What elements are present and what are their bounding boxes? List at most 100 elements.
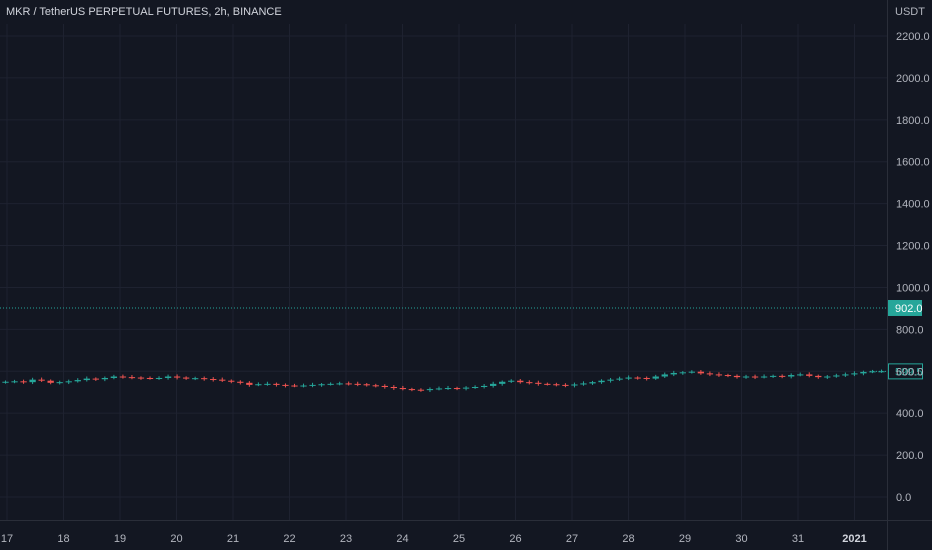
candle-body <box>508 380 515 382</box>
candle-body <box>499 381 506 384</box>
candle-body <box>327 383 334 385</box>
candle-body <box>634 377 641 379</box>
candle-body <box>20 381 27 383</box>
candle-body <box>92 378 99 380</box>
candle-body <box>607 379 614 381</box>
x-tick-label: 17 <box>1 533 13 545</box>
y-axis[interactable]: 2200.0 2000.0 1800.0 1600.0 1400.0 1200.0 1000… <box>896 31 930 504</box>
y-tick-label: 1600.0 <box>896 157 930 169</box>
candle-body <box>616 378 623 380</box>
x-tick-label: 20 <box>170 533 182 545</box>
y-tick-label: 1800.0 <box>896 115 930 127</box>
candle-body <box>336 383 343 385</box>
candle-body <box>273 383 280 385</box>
candle-body <box>733 375 741 378</box>
candle-body <box>363 384 370 386</box>
candle-body <box>517 380 524 383</box>
candle-body <box>372 385 379 387</box>
candle-body <box>291 385 298 387</box>
candle-body <box>435 388 443 390</box>
candle-body <box>182 377 190 379</box>
candles <box>2 369 885 393</box>
candle-body <box>74 380 81 382</box>
candle-body <box>255 384 262 386</box>
candle-body <box>426 389 434 391</box>
x-tick-label: 23 <box>340 533 352 545</box>
x-tick-label: 19 <box>114 533 126 545</box>
currency-label: USDT <box>895 6 925 18</box>
candle-body <box>282 384 289 386</box>
candle-body <box>598 380 605 383</box>
candle-body <box>706 373 714 375</box>
candle-body <box>110 376 118 378</box>
candle-body <box>191 378 199 380</box>
candle-body <box>797 374 804 376</box>
y-tick-label: 800.0 <box>896 324 924 336</box>
candle-body <box>769 375 777 377</box>
candle-body <box>453 388 461 390</box>
candle-body <box>815 375 822 378</box>
candle-body <box>2 381 9 383</box>
candle-body <box>580 383 587 385</box>
candle-body <box>237 381 244 383</box>
x-tick-label: 18 <box>57 533 69 545</box>
y-tick-label: 0.0 <box>896 492 911 504</box>
candle-body <box>824 376 831 378</box>
candle-body <box>11 381 18 383</box>
y-tick-label: 600.0 <box>896 366 924 378</box>
candle-body <box>56 382 63 384</box>
candle-body <box>562 384 569 386</box>
x-tick-label: 21 <box>227 533 239 545</box>
candle-body <box>724 375 732 377</box>
x-tick-label: 26 <box>509 533 521 545</box>
candle-body <box>137 377 145 379</box>
y-tick-label: 400.0 <box>896 408 924 420</box>
candle-body <box>38 379 45 381</box>
candle-body <box>806 374 813 376</box>
candle-body <box>264 383 271 385</box>
candle-body <box>869 371 876 373</box>
candle-body <box>318 384 325 386</box>
y-tick-label: 1200.0 <box>896 241 930 253</box>
x-axis[interactable]: 17 18 19 20 21 22 23 24 25 26 27 28 29 30 31 2021 <box>1 533 867 545</box>
y-tick-label: 1000.0 <box>896 282 930 294</box>
candle-body <box>29 379 36 383</box>
candle-body <box>715 374 723 376</box>
candle-body <box>670 372 677 375</box>
candle-body <box>833 375 840 377</box>
x-tick-label: 29 <box>679 533 691 545</box>
current-price-badge <box>888 363 923 380</box>
candle-body <box>47 380 54 383</box>
candle-body <box>860 371 867 374</box>
candle-body <box>652 376 659 379</box>
candle-body <box>462 387 470 389</box>
x-tick-label: 2021 <box>842 533 866 545</box>
candle-body <box>399 388 407 390</box>
x-tick-label: 24 <box>396 533 408 545</box>
candle-body <box>173 376 181 378</box>
candle-body <box>309 384 316 386</box>
candle-body <box>164 376 172 378</box>
x-tick-label: 27 <box>566 533 578 545</box>
candle-body <box>544 383 551 385</box>
x-tick-label: 31 <box>792 533 804 545</box>
candle-body <box>300 385 307 387</box>
candle-body <box>471 386 479 388</box>
candle-body <box>643 377 650 379</box>
candle-body <box>228 380 235 382</box>
candle-body <box>788 375 795 377</box>
y-tick-label: 200.0 <box>896 450 924 462</box>
marked-price-label: 902.0 <box>895 303 923 315</box>
candle-body <box>101 377 109 380</box>
candle-body <box>697 371 705 374</box>
candle-body <box>490 383 497 386</box>
y-tick-label: 2200.0 <box>896 31 930 43</box>
candle-body <box>742 376 750 378</box>
y-tick-label: 2000.0 <box>896 73 930 85</box>
candle-body <box>119 376 127 378</box>
candle-body <box>83 378 90 381</box>
candle-body <box>201 378 208 380</box>
